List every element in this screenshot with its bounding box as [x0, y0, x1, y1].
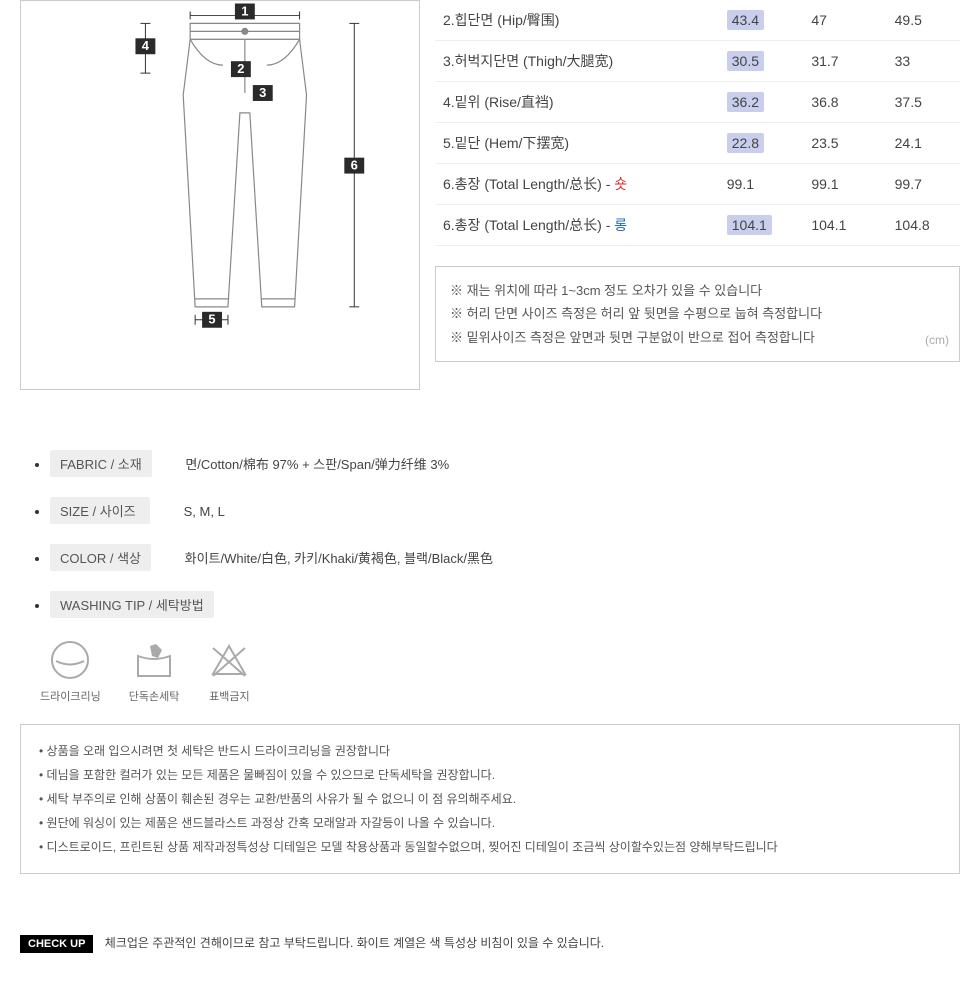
- size-table-container: 2.힙단면 (Hip/臀围)43.44749.53.허벅지단면 (Thigh/大…: [435, 0, 960, 390]
- fabric-label: FABRIC / 소재: [50, 450, 152, 477]
- no-bleach-label: 표백금지: [209, 691, 249, 703]
- cell-value: 99.7: [877, 164, 960, 205]
- cell-value: 23.5: [793, 123, 876, 164]
- row-label: 5.밑단 (Hem/下摆宽): [435, 123, 709, 164]
- svg-text:4: 4: [142, 38, 150, 53]
- row-label: 6.총장 (Total Length/总长) - 숏: [435, 164, 709, 205]
- care-line: • 데님을 포함한 컬러가 있는 모든 제품은 물빠짐이 있을 수 있으므로 단…: [39, 763, 941, 787]
- fabric-row: FABRIC / 소재 면/Cotton/棉布 97% + 스판/Span/弹力…: [50, 450, 960, 477]
- cell-value: 33: [877, 41, 960, 82]
- cell-value: 99.1: [793, 164, 876, 205]
- size-value: S, M, L: [184, 504, 225, 519]
- row-label: 2.힙단면 (Hip/臀围): [435, 0, 709, 41]
- cell-value: 22.8: [709, 123, 794, 164]
- color-label: COLOR / 색상: [50, 544, 151, 571]
- table-row: 3.허벅지단면 (Thigh/大腿宽)30.531.733: [435, 41, 960, 82]
- cell-value: 47: [793, 0, 876, 41]
- checkup-text: 체크업은 주관적인 견해이므로 참고 부탁드립니다. 화이트 계열은 색 특성상…: [105, 936, 604, 950]
- note-line: ※ 밑위사이즈 측정은 앞면과 뒷면 구분없이 반으로 접어 측정합니다: [450, 326, 945, 349]
- note-line: ※ 재는 위치에 따라 1~3cm 정도 오차가 있을 수 있습니다: [450, 279, 945, 302]
- checkup-section: CHECK UP 체크업은 주관적인 견해이므로 참고 부탁드립니다. 화이트 …: [20, 934, 960, 953]
- table-row: 6.총장 (Total Length/总长) - 롱104.1104.1104.…: [435, 205, 960, 246]
- washing-icons: 드라이크리닝 단독손세탁 표백금지: [40, 638, 960, 704]
- size-label: SIZE / 사이즈: [50, 497, 150, 524]
- svg-text:5: 5: [208, 312, 215, 327]
- color-row: COLOR / 색상 화이트/White/白色, 카키/Khaki/黄褐色, 블…: [50, 544, 960, 571]
- cell-value: 36.2: [709, 82, 794, 123]
- size-row: SIZE / 사이즈 S, M, L: [50, 497, 960, 524]
- handwash-icon: 단독손세탁: [129, 638, 180, 704]
- row-label: 4.밑위 (Rise/直裆): [435, 82, 709, 123]
- diagram-svg: 1 4 2 3 6 5: [36, 1, 404, 374]
- cell-value: 43.4: [709, 0, 794, 41]
- table-row: 5.밑단 (Hem/下摆宽)22.823.524.1: [435, 123, 960, 164]
- dryclean-icon: 드라이크리닝: [40, 638, 101, 704]
- cell-value: 104.1: [709, 205, 794, 246]
- table-row: 6.총장 (Total Length/总长) - 숏99.199.199.7: [435, 164, 960, 205]
- svg-text:2: 2: [237, 61, 244, 76]
- table-row: 2.힙단면 (Hip/臀围)43.44749.5: [435, 0, 960, 41]
- washing-label: WASHING TIP / 세탁방법: [50, 591, 214, 618]
- care-instructions: • 상품을 오래 입으시려면 첫 세탁은 반드시 드라이크리닝을 권장합니다 •…: [20, 724, 960, 874]
- cell-value: 36.8: [793, 82, 876, 123]
- washing-row: WASHING TIP / 세탁방법: [50, 591, 960, 618]
- product-info-list: FABRIC / 소재 면/Cotton/棉布 97% + 스판/Span/弹力…: [20, 450, 960, 618]
- cell-value: 24.1: [877, 123, 960, 164]
- care-line: • 원단에 워싱이 있는 제품은 샌드블라스트 과정상 간혹 모래알과 자갈등이…: [39, 811, 941, 835]
- svg-text:3: 3: [259, 85, 266, 100]
- svg-text:1: 1: [241, 3, 248, 18]
- table-row: 4.밑위 (Rise/直裆)36.236.837.5: [435, 82, 960, 123]
- checkup-badge: CHECK UP: [20, 935, 93, 953]
- svg-text:6: 6: [351, 158, 358, 173]
- care-line: • 상품을 오래 입으시려면 첫 세탁은 반드시 드라이크리닝을 권장합니다: [39, 739, 941, 763]
- cell-value: 99.1: [709, 164, 794, 205]
- no-bleach-icon: 표백금지: [207, 638, 251, 704]
- care-line: • 세탁 부주의로 인해 상품이 훼손된 경우는 교환/반품의 사유가 될 수 …: [39, 787, 941, 811]
- row-label: 6.총장 (Total Length/总长) - 롱: [435, 205, 709, 246]
- unit-label: (cm): [925, 330, 949, 352]
- handwash-label: 단독손세탁: [129, 691, 180, 703]
- cell-value: 37.5: [877, 82, 960, 123]
- note-line: ※ 허리 단면 사이즈 측정은 허리 앞 뒷면을 수평으로 눕혀 측정합니다: [450, 302, 945, 325]
- pants-diagram: 1 4 2 3 6 5: [20, 0, 420, 390]
- color-value: 화이트/White/白色, 카키/Khaki/黄褐色, 블랙/Black/黑色: [185, 551, 493, 566]
- cell-value: 104.8: [877, 205, 960, 246]
- size-table: 2.힙단면 (Hip/臀围)43.44749.53.허벅지단면 (Thigh/大…: [435, 0, 960, 246]
- cell-value: 104.1: [793, 205, 876, 246]
- cell-value: 49.5: [877, 0, 960, 41]
- fabric-value: 면/Cotton/棉布 97% + 스판/Span/弹力纤维 3%: [185, 457, 449, 472]
- cell-value: 31.7: [793, 41, 876, 82]
- dryclean-label: 드라이크리닝: [40, 691, 101, 703]
- care-line: • 디스트로이드, 프린트된 상품 제작과정특성상 디테일은 모델 착용상품과 …: [39, 835, 941, 859]
- row-label: 3.허벅지단면 (Thigh/大腿宽): [435, 41, 709, 82]
- measurement-notes: ※ 재는 위치에 따라 1~3cm 정도 오차가 있을 수 있습니다 ※ 허리 …: [435, 266, 960, 362]
- cell-value: 30.5: [709, 41, 794, 82]
